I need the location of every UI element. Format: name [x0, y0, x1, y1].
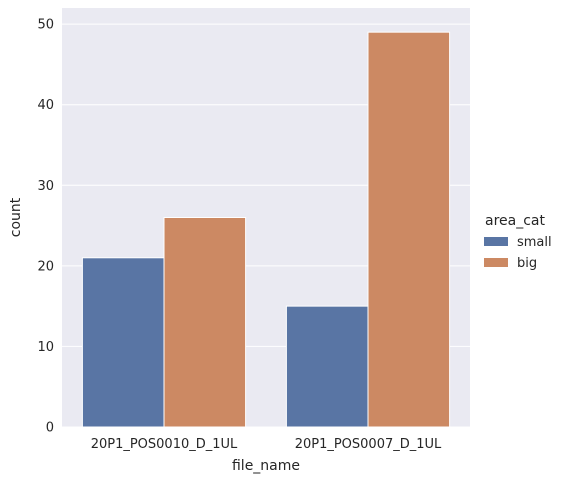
x-tick-label: 20P1_POS0010_D_1UL	[91, 437, 238, 452]
legend-label-big: big	[517, 256, 537, 271]
x-axis-ticks: 20P1_POS0010_D_1UL 20P1_POS0007_D_1UL	[91, 437, 442, 452]
y-tick-label: 50	[37, 18, 54, 33]
y-tick-label: 40	[37, 98, 54, 113]
y-tick-label: 30	[37, 179, 54, 194]
y-axis-ticks: 0 10 20 30 40 50	[37, 18, 54, 436]
y-tick-label: 20	[37, 259, 54, 274]
y-tick-label: 0	[46, 421, 54, 436]
legend-swatch-small	[484, 237, 508, 246]
y-tick-label: 10	[37, 340, 54, 355]
bar-small	[81, 257, 165, 428]
legend: area_cat small big	[484, 213, 552, 271]
bar-big	[163, 217, 247, 428]
legend-swatch-big	[484, 258, 508, 267]
x-tick-label: 20P1_POS0007_D_1UL	[295, 437, 442, 452]
y-axis-label: count	[8, 197, 24, 237]
bars-group	[81, 31, 451, 428]
bar-small	[285, 305, 369, 428]
x-axis-label: file_name	[232, 458, 300, 474]
legend-label-small: small	[517, 235, 552, 250]
legend-title: area_cat	[485, 213, 545, 229]
bar-big	[367, 31, 451, 428]
